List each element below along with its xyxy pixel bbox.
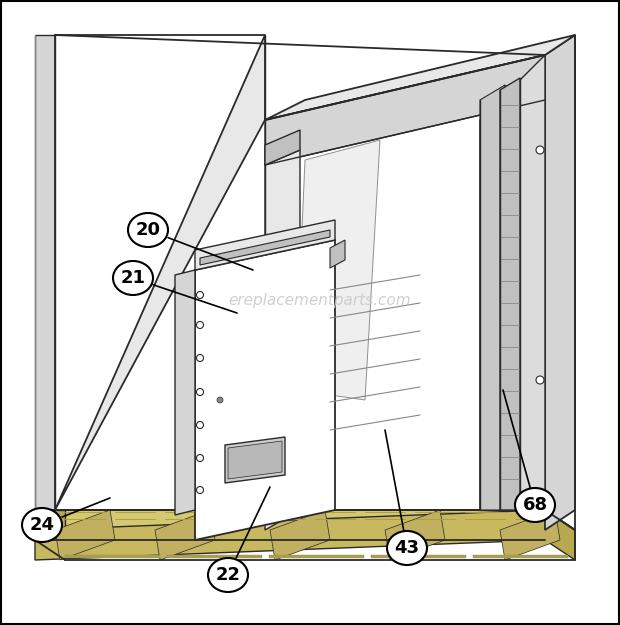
Polygon shape	[55, 510, 115, 560]
Text: 22: 22	[216, 566, 241, 584]
Polygon shape	[480, 55, 545, 510]
Polygon shape	[55, 35, 265, 510]
Polygon shape	[35, 510, 545, 560]
Circle shape	[536, 376, 544, 384]
Polygon shape	[473, 555, 568, 558]
Polygon shape	[371, 555, 466, 558]
Ellipse shape	[208, 558, 248, 592]
Circle shape	[536, 146, 544, 154]
Text: 24: 24	[30, 516, 55, 534]
Polygon shape	[385, 510, 445, 560]
Polygon shape	[269, 555, 364, 558]
Polygon shape	[545, 510, 575, 560]
Circle shape	[217, 397, 223, 403]
Ellipse shape	[515, 488, 555, 522]
Polygon shape	[500, 78, 520, 510]
Text: 21: 21	[120, 269, 146, 287]
Polygon shape	[265, 35, 575, 120]
Polygon shape	[270, 510, 330, 560]
Text: 43: 43	[394, 539, 420, 557]
Polygon shape	[155, 510, 215, 560]
Polygon shape	[200, 230, 330, 265]
Polygon shape	[500, 510, 560, 560]
Polygon shape	[545, 35, 575, 530]
Polygon shape	[265, 55, 545, 165]
Polygon shape	[330, 240, 345, 268]
Circle shape	[197, 321, 203, 329]
Polygon shape	[35, 510, 65, 540]
Polygon shape	[195, 240, 335, 540]
Polygon shape	[228, 441, 282, 479]
Polygon shape	[480, 85, 505, 510]
Circle shape	[197, 354, 203, 361]
Polygon shape	[35, 35, 55, 510]
Ellipse shape	[113, 261, 153, 295]
Polygon shape	[265, 150, 300, 530]
Ellipse shape	[22, 508, 62, 542]
Polygon shape	[195, 220, 335, 270]
Text: 68: 68	[523, 496, 547, 514]
Polygon shape	[65, 555, 160, 558]
Ellipse shape	[387, 531, 427, 565]
Polygon shape	[225, 437, 285, 483]
Polygon shape	[295, 140, 380, 400]
Text: ereplacementparts.com: ereplacementparts.com	[229, 292, 411, 308]
Polygon shape	[265, 130, 300, 165]
Circle shape	[197, 454, 203, 461]
Polygon shape	[35, 510, 575, 530]
Ellipse shape	[128, 213, 168, 247]
Polygon shape	[167, 555, 262, 558]
Polygon shape	[175, 270, 195, 515]
Text: 20: 20	[136, 221, 161, 239]
Circle shape	[197, 389, 203, 396]
Circle shape	[197, 486, 203, 494]
Circle shape	[197, 421, 203, 429]
Circle shape	[197, 291, 203, 299]
